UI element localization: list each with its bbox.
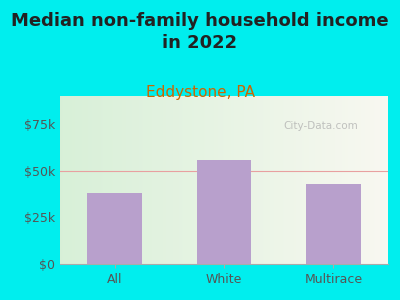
Text: Median non-family household income
in 2022: Median non-family household income in 20… — [11, 12, 389, 52]
Text: Eddystone, PA: Eddystone, PA — [146, 85, 254, 100]
Text: City-Data.com: City-Data.com — [283, 121, 358, 131]
Bar — [87, 193, 142, 264]
Bar — [197, 160, 251, 264]
Bar — [306, 184, 361, 264]
